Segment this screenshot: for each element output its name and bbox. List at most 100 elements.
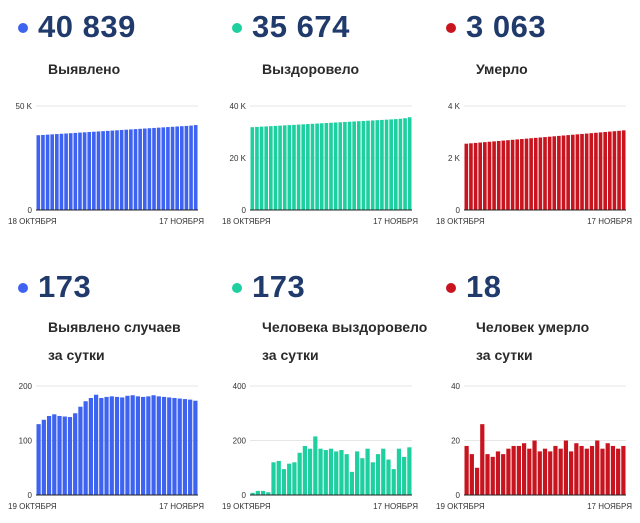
bar [557,135,561,210]
stat-label: Выявлено случаев за сутки [48,313,181,369]
x-tick-label: 18 ОКТЯБРЯ [436,217,485,226]
bar [101,131,105,210]
bar [483,142,487,210]
bar [464,445,469,495]
bar [548,451,553,495]
bar [55,134,59,210]
bar [124,129,129,210]
bar [516,445,521,495]
bar [610,445,616,495]
bar [281,469,287,495]
bar [391,469,396,495]
bar [156,396,161,495]
bar [188,399,193,495]
bar [67,417,73,495]
bar [167,397,172,495]
y-tick-label: 20 [451,437,460,446]
bar [594,132,598,210]
chart-recovered: 0 20 K 40 K 18 ОКТЯБРЯ 17 НОЯБРЯ [222,102,418,226]
stat-label-line: за сутки [476,347,533,363]
bar [356,121,361,210]
bar [161,127,166,210]
bar [87,132,92,210]
y-tick-label: 2 K [448,154,461,163]
bar [292,124,296,210]
bar [170,126,175,210]
bar [46,415,52,495]
bar [88,397,93,495]
bar [344,454,349,495]
bar [177,398,182,495]
bar [580,133,584,210]
bar [82,132,87,210]
bar [506,140,510,210]
bar [287,125,292,210]
bar [521,443,527,495]
bar [64,133,68,210]
bar [83,401,88,495]
bar [138,128,142,210]
bar [313,436,318,495]
bar [485,454,490,495]
bar [161,396,167,495]
bar [520,139,524,210]
panel-detected: 40 839 Выявлено 0 50 K 18 ОКТЯБРЯ 17 НОЯБРЯ [8,3,221,263]
bar [533,137,538,210]
bar [57,415,62,495]
bar [352,121,356,210]
bar [151,395,156,495]
bar [375,454,381,495]
bar [527,448,532,495]
bar [389,119,393,210]
x-tick-label: 18 ОКТЯБРЯ [8,217,57,226]
bullet-dot-icon [18,283,28,293]
bar [349,471,355,495]
bar [36,424,41,495]
bar [510,139,515,210]
bar [78,406,83,495]
bar [515,139,520,210]
bar [396,448,402,495]
bullet-dot-icon [18,23,28,33]
bar [260,490,266,495]
bar [41,419,46,495]
bar [366,120,370,210]
chart-deaths-daily: 0 20 40 19 ОКТЯБРЯ 17 НОЯБРЯ [436,382,632,511]
bar [334,451,339,495]
bar [542,448,548,495]
bar [584,448,589,495]
bar [269,126,273,210]
stat-recovered-daily: 173 [232,263,305,311]
bar [129,129,133,210]
bar [338,122,343,210]
bar [99,397,104,495]
bar [574,443,579,495]
bar [600,448,605,495]
stat-value: 35 674 [252,9,350,44]
stat-recovered: 35 674 [232,3,350,51]
bar [250,127,255,210]
bar [558,448,563,495]
panel-detected-daily: 173 Выявлено случаев за сутки 0 100 200 19 … [8,263,221,523]
stat-label-line: Выявлено [48,61,121,77]
bar [104,396,109,495]
bar [172,397,177,495]
bar [333,122,338,210]
bar [589,133,594,210]
bullet-dot-icon [446,283,456,293]
y-tick-label: 200 [19,382,33,391]
x-tick-label: 17 НОЯБРЯ [159,217,204,226]
bar [407,447,412,495]
bar [310,123,315,210]
y-tick-label: 0 [242,491,247,500]
bar [147,128,152,210]
bar [276,460,281,495]
bar [569,451,574,495]
bar [355,451,360,495]
x-tick-label: 17 НОЯБРЯ [587,502,632,511]
bar [343,121,347,210]
chart-detected: 0 50 K 18 ОКТЯБРЯ 17 НОЯБРЯ [8,102,204,226]
bar [361,120,366,210]
bar [370,120,375,210]
bar [495,451,501,495]
